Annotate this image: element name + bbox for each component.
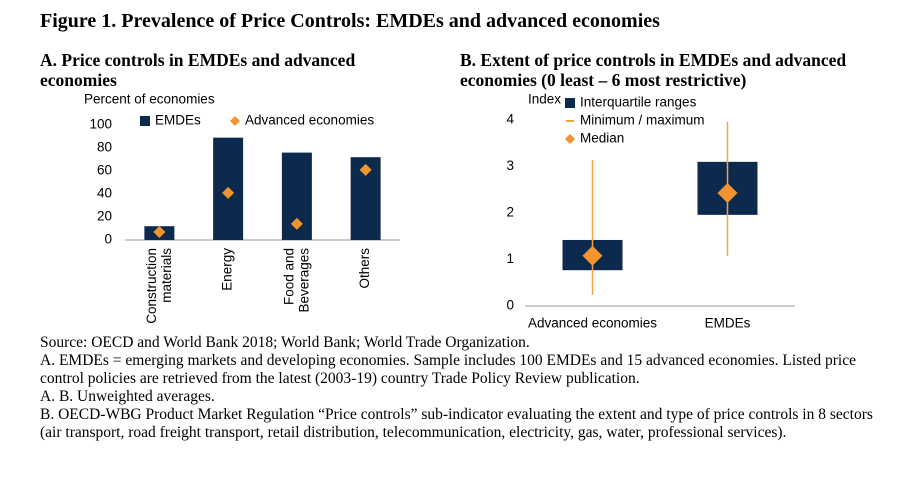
figure-title: Figure 1. Prevalence of Price Controls: … xyxy=(40,10,660,32)
y-tick-label: 2 xyxy=(506,205,514,220)
note: A. EMDEs = emerging markets and developi… xyxy=(40,352,856,387)
median xyxy=(717,183,738,204)
notes: Source: OECD and World Bank 2018; World … xyxy=(40,334,880,442)
x-tick-label: Energy xyxy=(220,248,235,291)
panel-title: B. Extent of price controls in EMDEs and… xyxy=(460,50,847,90)
legend-label: EMDEs xyxy=(155,113,201,128)
legend-label: Minimum / maximum xyxy=(580,113,705,128)
y-tick-label: 0 xyxy=(104,232,112,247)
legend-label: Interquartile ranges xyxy=(580,95,697,110)
note: B. OECD-WBG Product Market Regulation “P… xyxy=(40,406,873,441)
median xyxy=(582,245,603,266)
marker xyxy=(290,217,303,230)
legend-swatch xyxy=(565,134,575,144)
marker xyxy=(359,163,372,176)
y-axis-label: Percent of economies xyxy=(84,92,215,107)
y-tick-label: 40 xyxy=(97,186,112,201)
x-tick-label: Others xyxy=(357,248,372,289)
x-tick-label: EMDEs xyxy=(705,316,751,331)
y-axis-label: Index xyxy=(528,92,561,107)
legend-swatch xyxy=(140,116,150,126)
note: A. B. Unweighted averages. xyxy=(40,388,215,405)
y-tick-label: 3 xyxy=(506,158,514,173)
y-tick-label: 20 xyxy=(97,209,112,224)
x-tick-label: Constructionmaterials xyxy=(143,248,173,324)
y-tick-label: 60 xyxy=(97,163,112,178)
y-tick-label: 0 xyxy=(506,298,514,313)
legend-label: Median xyxy=(580,131,624,146)
y-tick-label: 1 xyxy=(506,251,514,266)
legend-label: Advanced economies xyxy=(245,113,374,128)
y-tick-label: 4 xyxy=(506,112,514,127)
marker xyxy=(153,225,166,238)
marker xyxy=(222,186,235,199)
panel-title: A. Price controls in EMDEs and advanced … xyxy=(40,50,356,90)
legend-swatch xyxy=(230,116,240,126)
x-tick-label: Food andBeverages xyxy=(281,248,311,313)
x-tick-label: Advanced economies xyxy=(528,316,657,331)
y-tick-label: 100 xyxy=(89,117,112,132)
y-tick-label: 80 xyxy=(97,140,112,155)
legend-swatch xyxy=(565,98,575,108)
note: Source: OECD and World Bank 2018; World … xyxy=(40,334,530,351)
